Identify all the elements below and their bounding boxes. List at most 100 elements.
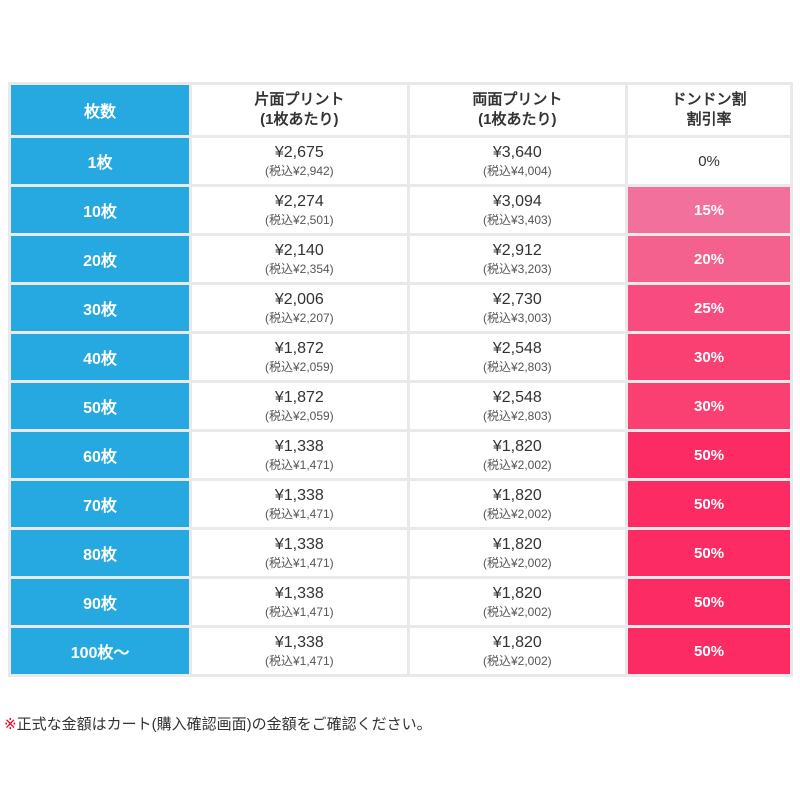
table-row: 1枚 ¥2,675 (税込¥2,942) ¥3,640 (税込¥4,004) 0… xyxy=(7,135,793,187)
table-row: 50枚 ¥1,872 (税込¥2,059) ¥2,548 (税込¥2,803) … xyxy=(7,380,793,432)
double-price-excl-tax: ¥2,548 xyxy=(492,340,542,357)
double-price-incl-tax: (税込¥2,002) xyxy=(482,458,552,472)
single-price-excl-tax: ¥2,140 xyxy=(274,242,324,259)
single-price-incl-tax: (税込¥2,059) xyxy=(264,409,334,423)
discount-rate-cell: 20% xyxy=(625,233,793,285)
discount-rate-cell: 30% xyxy=(625,380,793,432)
discount-rate-cell: 0% xyxy=(625,135,793,187)
double-price-excl-tax: ¥2,548 xyxy=(492,389,542,406)
double-price-excl-tax: ¥2,912 xyxy=(492,242,542,259)
discount-rate-cell: 50% xyxy=(625,625,793,677)
single-price-excl-tax: ¥1,338 xyxy=(274,634,324,651)
single-price-excl-tax: ¥1,338 xyxy=(274,536,324,553)
single-sided-price-cell: ¥2,006 (税込¥2,207) xyxy=(189,282,410,334)
double-sided-price-cell: ¥3,094 (税込¥3,403) xyxy=(406,184,629,236)
discount-rate-cell: 25% xyxy=(625,282,793,334)
footnote-text: 正式な金額はカート(購入確認画面)の金額をご確認ください。 xyxy=(16,716,432,733)
single-price-incl-tax: (税込¥1,471) xyxy=(264,654,334,668)
double-price-excl-tax: ¥1,820 xyxy=(492,438,542,455)
double-price-excl-tax: ¥3,094 xyxy=(492,193,542,210)
discount-rate-cell: 50% xyxy=(625,478,793,530)
table-row: 20枚 ¥2,140 (税込¥2,354) ¥2,912 (税込¥3,203) … xyxy=(7,233,793,285)
single-price-excl-tax: ¥1,872 xyxy=(274,340,324,357)
discount-rate-cell: 15% xyxy=(625,184,793,236)
double-price-incl-tax: (税込¥2,002) xyxy=(482,605,552,619)
footnote: ※正式な金額はカート(購入確認画面)の金額をご確認ください。 xyxy=(4,713,432,734)
double-price-incl-tax: (税込¥3,403) xyxy=(482,213,552,227)
double-price-excl-tax: ¥1,820 xyxy=(492,634,542,651)
single-sided-price-cell: ¥2,140 (税込¥2,354) xyxy=(189,233,410,285)
double-price-excl-tax: ¥1,820 xyxy=(492,585,542,602)
header-discount-title: ドンドン割 xyxy=(671,90,747,108)
double-price-incl-tax: (税込¥2,002) xyxy=(482,654,552,668)
header-row: 枚数 片面プリント (1枚あたり) 両面プリント (1枚あたり) ドンドン割 割… xyxy=(7,82,793,138)
header-single-sided-unit: (1枚あたり) xyxy=(260,111,339,128)
double-sided-price-cell: ¥2,548 (税込¥2,803) xyxy=(406,331,629,383)
header-single-sided: 片面プリント (1枚あたり) xyxy=(189,82,410,138)
table-row: 30枚 ¥2,006 (税込¥2,207) ¥2,730 (税込¥3,003) … xyxy=(7,282,793,334)
quantity-cell: 40枚 xyxy=(7,331,193,383)
single-price-excl-tax: ¥1,338 xyxy=(274,585,324,602)
footnote-asterisk: ※ xyxy=(4,716,17,733)
single-price-incl-tax: (税込¥1,471) xyxy=(264,507,334,521)
quantity-cell: 70枚 xyxy=(7,478,193,530)
single-price-incl-tax: (税込¥2,942) xyxy=(264,164,334,178)
double-price-excl-tax: ¥1,820 xyxy=(492,487,542,504)
single-price-excl-tax: ¥2,274 xyxy=(274,193,324,210)
quantity-cell: 80枚 xyxy=(7,527,193,579)
single-sided-price-cell: ¥1,872 (税込¥2,059) xyxy=(189,331,410,383)
single-sided-price-cell: ¥1,338 (税込¥1,471) xyxy=(189,625,410,677)
single-price-excl-tax: ¥1,338 xyxy=(274,438,324,455)
header-discount: ドンドン割 割引率 xyxy=(625,82,793,138)
single-sided-price-cell: ¥2,675 (税込¥2,942) xyxy=(189,135,410,187)
quantity-cell: 90枚 xyxy=(7,576,193,628)
discount-rate-cell: 50% xyxy=(625,576,793,628)
quantity-cell: 50枚 xyxy=(7,380,193,432)
single-price-excl-tax: ¥2,006 xyxy=(274,291,324,308)
double-price-incl-tax: (税込¥4,004) xyxy=(482,164,552,178)
double-price-incl-tax: (税込¥2,803) xyxy=(482,409,552,423)
double-sided-price-cell: ¥1,820 (税込¥2,002) xyxy=(406,478,629,530)
double-price-excl-tax: ¥2,730 xyxy=(492,291,542,308)
double-sided-price-cell: ¥2,730 (税込¥3,003) xyxy=(406,282,629,334)
single-sided-price-cell: ¥2,274 (税込¥2,501) xyxy=(189,184,410,236)
single-price-incl-tax: (税込¥2,354) xyxy=(264,262,334,276)
single-sided-price-cell: ¥1,338 (税込¥1,471) xyxy=(189,527,410,579)
table-row: 100枚〜 ¥1,338 (税込¥1,471) ¥1,820 (税込¥2,002… xyxy=(7,625,793,677)
double-price-excl-tax: ¥1,820 xyxy=(492,536,542,553)
single-price-incl-tax: (税込¥2,501) xyxy=(264,213,334,227)
header-double-sided: 両面プリント (1枚あたり) xyxy=(406,82,629,138)
header-discount-rate: 割引率 xyxy=(686,111,732,128)
double-price-incl-tax: (税込¥3,003) xyxy=(482,311,552,325)
header-single-sided-title: 片面プリント xyxy=(254,90,345,108)
quantity-cell: 20枚 xyxy=(7,233,193,285)
table-row: 80枚 ¥1,338 (税込¥1,471) ¥1,820 (税込¥2,002) … xyxy=(7,527,793,579)
single-sided-price-cell: ¥1,338 (税込¥1,471) xyxy=(189,576,410,628)
single-price-excl-tax: ¥2,675 xyxy=(274,144,324,161)
double-sided-price-cell: ¥1,820 (税込¥2,002) xyxy=(406,527,629,579)
price-table: 枚数 片面プリント (1枚あたり) 両面プリント (1枚あたり) ドンドン割 割… xyxy=(7,82,793,677)
double-sided-price-cell: ¥1,820 (税込¥2,002) xyxy=(406,429,629,481)
quantity-cell: 60枚 xyxy=(7,429,193,481)
quantity-cell: 10枚 xyxy=(7,184,193,236)
single-sided-price-cell: ¥1,872 (税込¥2,059) xyxy=(189,380,410,432)
single-price-incl-tax: (税込¥1,471) xyxy=(264,605,334,619)
quantity-cell: 30枚 xyxy=(7,282,193,334)
quantity-cell: 100枚〜 xyxy=(7,625,193,677)
table-row: 90枚 ¥1,338 (税込¥1,471) ¥1,820 (税込¥2,002) … xyxy=(7,576,793,628)
double-sided-price-cell: ¥2,548 (税込¥2,803) xyxy=(406,380,629,432)
header-double-sided-title: 両面プリント xyxy=(472,90,563,108)
table-row: 10枚 ¥2,274 (税込¥2,501) ¥3,094 (税込¥3,403) … xyxy=(7,184,793,236)
single-price-incl-tax: (税込¥1,471) xyxy=(264,556,334,570)
double-price-incl-tax: (税込¥2,002) xyxy=(482,556,552,570)
discount-rate-cell: 30% xyxy=(625,331,793,383)
discount-rate-cell: 50% xyxy=(625,429,793,481)
single-price-incl-tax: (税込¥1,471) xyxy=(264,458,334,472)
single-sided-price-cell: ¥1,338 (税込¥1,471) xyxy=(189,429,410,481)
table-row: 40枚 ¥1,872 (税込¥2,059) ¥2,548 (税込¥2,803) … xyxy=(7,331,793,383)
double-sided-price-cell: ¥1,820 (税込¥2,002) xyxy=(406,576,629,628)
single-price-excl-tax: ¥1,872 xyxy=(274,389,324,406)
quantity-cell: 1枚 xyxy=(7,135,193,187)
double-sided-price-cell: ¥3,640 (税込¥4,004) xyxy=(406,135,629,187)
discount-rate-cell: 50% xyxy=(625,527,793,579)
